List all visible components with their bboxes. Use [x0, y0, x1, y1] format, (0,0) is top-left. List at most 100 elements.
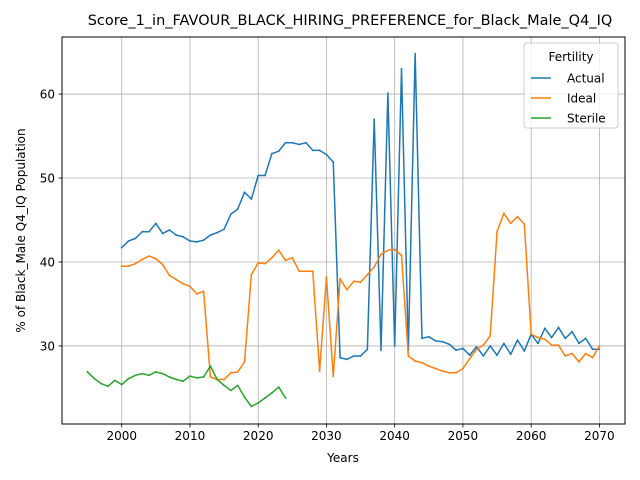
- data-point-actual: [502, 342, 505, 345]
- legend-title: Fertility: [548, 50, 593, 64]
- data-point-sterile: [230, 389, 232, 392]
- data-point-ideal: [441, 370, 444, 373]
- data-point-actual: [325, 153, 328, 156]
- data-point-ideal: [543, 338, 546, 341]
- data-point-ideal: [496, 230, 498, 233]
- data-point-ideal: [557, 344, 560, 346]
- data-point-ideal: [291, 256, 294, 259]
- legend-label-ideal: Ideal: [567, 92, 596, 106]
- data-point-actual: [148, 230, 150, 233]
- data-point-sterile: [195, 376, 198, 379]
- data-point-actual: [434, 339, 437, 342]
- data-point-ideal: [502, 212, 505, 215]
- legend-box: [523, 42, 619, 129]
- data-point-actual: [386, 92, 389, 95]
- data-point-ideal: [571, 352, 574, 355]
- data-point-ideal: [148, 255, 150, 257]
- data-point-ideal: [284, 259, 287, 262]
- legend-label-sterile: Sterile: [567, 112, 606, 126]
- legend-entries: Actual Ideal Sterile: [531, 72, 606, 126]
- data-point-actual: [537, 342, 539, 345]
- data-point-sterile: [209, 365, 212, 367]
- axis-ticks: 2000 2010 2020 2030 2040 2050 2060 2070 30 40 50 60: [40, 88, 615, 443]
- data-point-actual: [216, 231, 219, 234]
- data-point-ideal: [550, 344, 553, 346]
- data-point-ideal: [298, 270, 301, 273]
- plot-series: [86, 52, 601, 408]
- data-point-sterile: [250, 405, 253, 408]
- data-point-actual: [264, 174, 266, 177]
- data-point-sterile: [120, 383, 123, 386]
- x-axis-label: Years: [326, 451, 359, 465]
- data-point-ideal: [257, 261, 260, 264]
- data-point-actual: [543, 327, 546, 330]
- data-point-actual: [557, 326, 560, 329]
- data-point-ideal: [134, 262, 137, 265]
- data-point-actual: [168, 229, 171, 231]
- chart-title: Score_1_in_FAVOUR_BLACK_HIRING_PREFERENC…: [88, 13, 613, 29]
- data-point-ideal: [161, 263, 164, 266]
- data-point-actual: [578, 342, 580, 345]
- data-point-ideal: [414, 360, 417, 362]
- data-point-ideal: [427, 365, 430, 367]
- data-point-sterile: [264, 397, 266, 399]
- data-point-actual: [509, 353, 512, 356]
- data-point-ideal: [537, 336, 539, 339]
- data-point-sterile: [134, 374, 137, 377]
- data-point-ideal: [386, 249, 389, 252]
- data-point-actual: [571, 330, 574, 333]
- data-point-sterile: [154, 371, 157, 373]
- data-point-ideal: [305, 270, 307, 273]
- data-point-ideal: [250, 273, 253, 276]
- data-point-sterile: [182, 380, 185, 383]
- data-point-actual: [243, 191, 246, 194]
- data-point-sterile: [216, 378, 219, 381]
- series-line-sterile: [86, 365, 287, 408]
- legend-label-actual: Actual: [567, 72, 605, 86]
- data-point-ideal: [393, 248, 396, 251]
- data-point-actual: [318, 149, 321, 152]
- x-tick-label: 2050: [448, 429, 479, 443]
- x-tick-label: 2040: [379, 429, 410, 443]
- data-point-actual: [584, 337, 587, 340]
- data-point-actual: [134, 237, 137, 240]
- data-point-ideal: [236, 371, 239, 373]
- data-point-actual: [373, 118, 376, 121]
- data-point-actual: [175, 234, 178, 237]
- data-point-actual: [291, 141, 294, 144]
- data-point-actual: [277, 150, 280, 153]
- data-point-actual: [209, 234, 212, 237]
- data-point-ideal: [530, 333, 533, 336]
- x-tick-label: 2060: [516, 429, 547, 443]
- data-point-ideal: [380, 253, 382, 256]
- data-point-actual: [489, 345, 492, 347]
- data-point-actual: [141, 230, 144, 233]
- data-point-ideal: [400, 254, 403, 257]
- data-point-sterile: [100, 382, 103, 385]
- data-point-ideal: [516, 215, 519, 218]
- data-point-ideal: [564, 355, 567, 357]
- data-point-ideal: [448, 371, 451, 374]
- data-point-sterile: [243, 396, 246, 399]
- data-point-sterile: [236, 384, 239, 387]
- data-point-actual: [468, 354, 471, 357]
- y-tick-label: 40: [40, 255, 55, 269]
- data-point-actual: [516, 339, 519, 341]
- data-point-actual: [455, 349, 457, 352]
- data-point-ideal: [154, 257, 157, 260]
- data-point-sterile: [175, 378, 178, 381]
- data-point-ideal: [270, 256, 273, 259]
- data-point-ideal: [325, 276, 328, 278]
- legend: Fertility Actual Ideal Sterile: [523, 42, 619, 129]
- data-point-actual: [305, 141, 307, 144]
- data-point-ideal: [591, 356, 594, 359]
- data-point-actual: [441, 340, 444, 343]
- data-point-actual: [284, 141, 287, 144]
- x-tick-label: 2020: [243, 429, 274, 443]
- data-point-ideal: [598, 345, 601, 347]
- data-point-actual: [393, 345, 396, 347]
- data-point-sterile: [148, 374, 150, 377]
- x-tick-label: 2000: [106, 429, 137, 443]
- data-point-ideal: [434, 367, 437, 370]
- data-point-sterile: [202, 376, 205, 378]
